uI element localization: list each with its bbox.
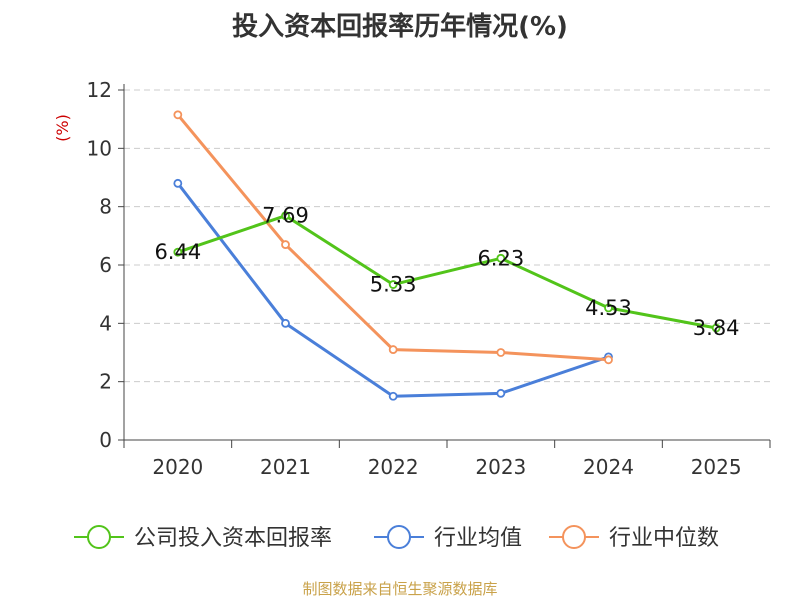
y-tick-label-6: 6 [99, 253, 112, 277]
legend-item-0[interactable]: 公司投入资本回报率 [74, 525, 332, 551]
legend-label-2: 行业中位数 [609, 526, 719, 551]
y-tick-label-4: 4 [99, 311, 112, 335]
series-line-0 [177, 214, 717, 330]
x-tick-label-2021: 2021 [260, 455, 311, 479]
data-point-2-2024[interactable] [604, 355, 613, 365]
x-tick-label-2020: 2020 [152, 455, 203, 479]
y-tick-label-2: 2 [99, 370, 112, 394]
y-tick-label-10: 10 [87, 136, 112, 160]
legend-marker-0 [87, 525, 111, 549]
data-point-1-2021[interactable] [281, 318, 290, 328]
y-tick-label-8: 8 [99, 195, 112, 219]
legend-item-2[interactable]: 行业中位数 [549, 525, 719, 551]
data-label-2022: 5.33 [370, 273, 417, 297]
data-point-0-2020[interactable] [173, 247, 183, 257]
data-point-1-2022[interactable] [388, 391, 398, 401]
data-label-2025: 3.84 [693, 316, 740, 340]
data-label-2021: 7.69 [262, 204, 309, 228]
data-point-0-2023[interactable] [496, 253, 506, 263]
legend-label-1: 行业均值 [434, 526, 522, 551]
x-tick-label-2022: 2022 [368, 455, 419, 479]
data-point-2-2020[interactable] [173, 110, 183, 120]
series-line-2 [176, 113, 609, 362]
data-point-2-2021[interactable] [281, 240, 290, 249]
data-label-2024: 4.53 [585, 296, 632, 320]
data-point-1-2023[interactable] [496, 388, 506, 398]
data-label-2020: 6.44 [154, 240, 201, 264]
data-point-1-2020[interactable] [173, 178, 183, 188]
x-tick-label-2025: 2025 [691, 455, 742, 479]
legend[interactable]: 公司投入资本回报率 行业均值 行业中位数 [74, 525, 719, 551]
data-point-2-2023[interactable] [496, 348, 506, 357]
grid-lines [124, 89, 770, 383]
x-tick-label-2024: 2024 [583, 455, 634, 479]
data-label-2023: 6.23 [477, 246, 524, 270]
data-point-0-2021[interactable] [281, 211, 290, 221]
y-axis-label: (%) [53, 114, 72, 142]
legend-label-0: 公司投入资本回报率 [134, 526, 332, 551]
chart-title: 投入资本回报率历年情况(%) [232, 12, 568, 42]
data-point-2-2022[interactable] [388, 345, 398, 354]
series-lines [173, 110, 721, 401]
data-point-0-2022[interactable] [388, 280, 398, 289]
data-point-0-2025[interactable] [711, 323, 721, 333]
y-tick-label-12: 12 [87, 78, 112, 102]
legend-item-1[interactable]: 行业均值 [374, 525, 522, 551]
data-labels: 6.44 7.69 5.33 6.23 4.53 3.84 [154, 204, 739, 340]
axes: 0 2 4 6 8 10 12 2020 2021 2022 2023 2024 2025 [87, 78, 771, 479]
y-tick-label-0: 0 [99, 428, 112, 452]
x-tick-label-2023: 2023 [475, 455, 526, 479]
legend-marker-2 [562, 525, 586, 549]
data-point-0-2024[interactable] [604, 303, 613, 313]
legend-marker-1 [387, 525, 411, 549]
source-note: 制图数据来自恒生聚源数据库 [302, 580, 498, 598]
